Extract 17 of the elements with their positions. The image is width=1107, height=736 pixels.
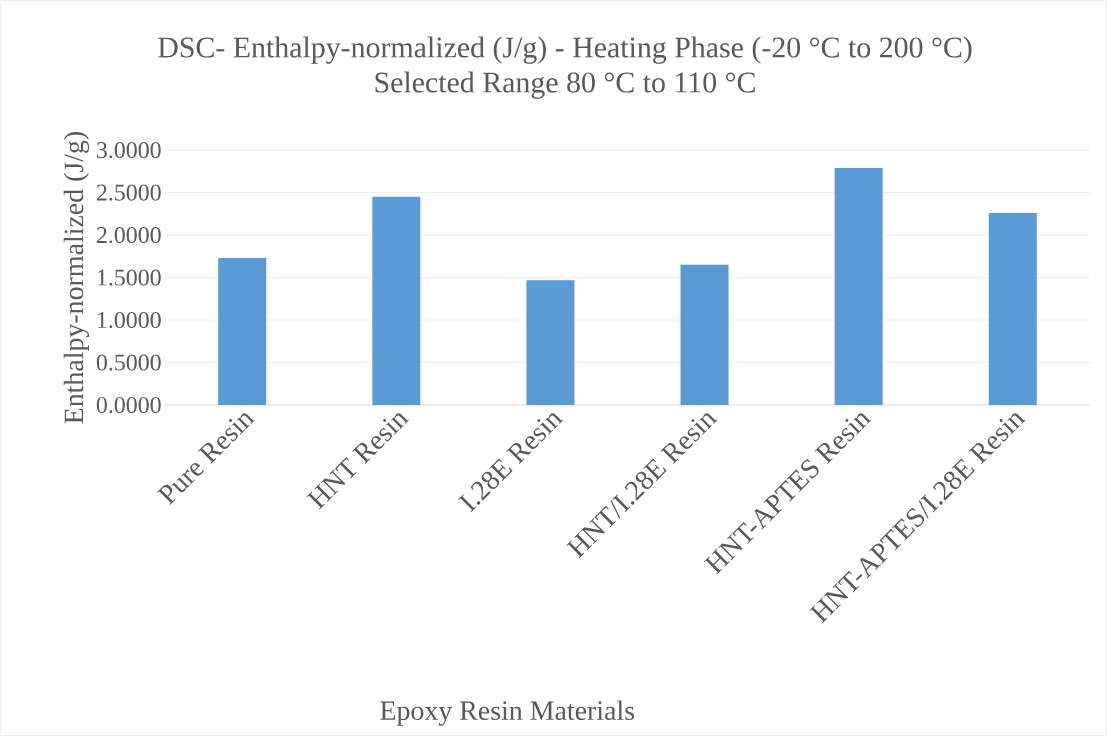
x-axis-title: Epoxy Resin Materials bbox=[380, 700, 635, 726]
y-tick-label: 0.5000 bbox=[96, 354, 161, 371]
bar bbox=[526, 280, 575, 405]
y-tick-label: 0.0000 bbox=[96, 396, 161, 414]
y-axis-title: Enthalpy-normalized (J/g) bbox=[63, 132, 90, 424]
y-tick-label: 2.0000 bbox=[96, 226, 161, 244]
y-tick-label: 3.0000 bbox=[97, 141, 161, 159]
bar bbox=[834, 167, 883, 405]
chart-subtitle: Selected Range 80 °C to 110 °C bbox=[375, 71, 755, 99]
y-tick-label: 2.5000 bbox=[96, 184, 161, 201]
bar bbox=[680, 264, 729, 405]
y-tick-label: 1.0000 bbox=[97, 311, 161, 329]
y-tick-label: 1.5000 bbox=[97, 269, 161, 286]
bar bbox=[988, 212, 1037, 405]
bar bbox=[372, 196, 421, 405]
chart-title: DSC- Enthalpy-normalized (J/g) - Heating Phase (-20 °C to 200 °C) bbox=[158, 36, 972, 64]
bar bbox=[218, 257, 267, 405]
